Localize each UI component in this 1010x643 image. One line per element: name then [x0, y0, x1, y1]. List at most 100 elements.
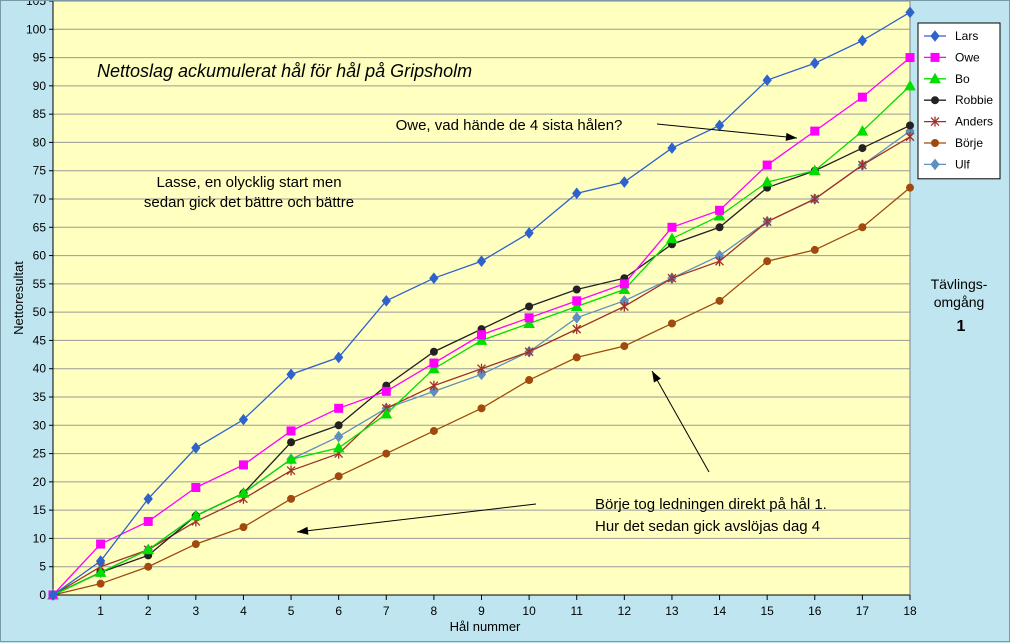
- data-point: [285, 453, 297, 464]
- borje-arrow-left: [296, 503, 537, 535]
- data-point: [572, 324, 582, 335]
- y-tick-label: 30: [33, 418, 47, 432]
- data-point: [618, 283, 631, 295]
- data-point: [238, 460, 248, 470]
- data-point: [858, 223, 867, 232]
- x-tick-label: 9: [478, 604, 485, 618]
- data-point: [144, 562, 153, 571]
- data-point: [287, 438, 296, 447]
- round-label-line: Tävlings-: [931, 276, 988, 292]
- x-tick-label: 7: [383, 604, 390, 618]
- data-point: [620, 342, 629, 351]
- data-point: [572, 285, 581, 294]
- data-point: [713, 209, 726, 221]
- y-tick-label: 65: [33, 220, 47, 234]
- data-point: [619, 176, 629, 188]
- data-point: [191, 483, 201, 493]
- legend-entry-bo: Bo: [924, 72, 970, 86]
- owe-arrow: [656, 123, 798, 141]
- x-tick-label: 5: [288, 604, 295, 618]
- data-point: [334, 472, 343, 481]
- legend-entry-anders: Anders: [924, 115, 993, 129]
- data-point: [572, 187, 582, 200]
- data-point: [334, 351, 344, 364]
- data-point: [667, 142, 677, 154]
- data-point: [715, 256, 725, 267]
- data-point: [572, 311, 582, 324]
- data-point: [476, 255, 487, 268]
- data-point: [905, 6, 915, 19]
- legend-label: Owe: [955, 50, 980, 64]
- data-point: [429, 358, 439, 368]
- y-tick-label: 40: [33, 362, 47, 376]
- y-tick-label: 80: [33, 135, 47, 149]
- data-point: [762, 216, 772, 227]
- data-point: [332, 441, 345, 453]
- data-point: [715, 223, 724, 232]
- y-tick-label: 70: [33, 192, 47, 206]
- data-point: [191, 540, 200, 549]
- data-point: [906, 121, 914, 130]
- data-point: [96, 579, 105, 588]
- x-tick-label: 10: [522, 604, 536, 618]
- x-tick-label: 8: [431, 604, 438, 618]
- data-point: [572, 353, 581, 362]
- data-point: [238, 413, 249, 426]
- legend-label: Bo: [955, 72, 970, 86]
- data-point: [428, 362, 440, 374]
- data-point: [808, 164, 821, 176]
- data-point: [524, 313, 534, 323]
- annotation-lasse-line: sedan gick det bättre och bättre: [144, 194, 354, 211]
- data-point: [667, 273, 677, 284]
- x-tick-label: 3: [192, 604, 199, 618]
- legend-label: Robbie: [955, 93, 993, 107]
- legend-marker: [931, 96, 939, 105]
- data-point: [857, 34, 868, 47]
- data-point: [143, 493, 153, 505]
- data-point: [429, 426, 438, 435]
- legend-entry-robbie: Robbie: [924, 93, 993, 107]
- data-point: [523, 317, 535, 328]
- y-tick-label: 15: [33, 503, 47, 517]
- data-point: [810, 245, 819, 254]
- data-point: [619, 279, 629, 289]
- data-point: [334, 430, 344, 443]
- data-point: [904, 79, 916, 91]
- y-tick-label: 0: [39, 588, 46, 602]
- series-owe: [48, 53, 915, 600]
- y-tick-label: 75: [33, 164, 47, 178]
- y-axis-title: Nettoresultat: [11, 261, 26, 335]
- data-point: [334, 403, 344, 413]
- data-point: [189, 509, 202, 521]
- legend-label: Lars: [955, 29, 978, 43]
- legend-marker: [930, 30, 940, 42]
- data-point: [96, 539, 106, 549]
- data-point: [858, 144, 867, 153]
- data-point: [477, 330, 486, 340]
- data-point: [286, 465, 296, 476]
- data-point: [380, 407, 393, 419]
- legend-entry-owe: Owe: [924, 50, 980, 64]
- data-point: [667, 222, 677, 232]
- x-tick-label: 12: [618, 604, 632, 618]
- y-tick-label: 45: [33, 333, 47, 347]
- data-point: [475, 334, 488, 345]
- x-tick-label: 15: [760, 604, 774, 618]
- legend-entry-börje: Börje: [924, 136, 983, 150]
- data-point: [905, 53, 915, 63]
- data-point: [619, 301, 629, 312]
- data-point: [429, 385, 439, 398]
- data-point: [570, 300, 583, 311]
- y-tick-label: 50: [33, 305, 47, 319]
- series-bo: [47, 79, 916, 600]
- data-point: [905, 131, 915, 142]
- y-tick-label: 105: [26, 1, 46, 8]
- y-tick-label: 100: [26, 22, 46, 36]
- data-point: [666, 232, 678, 244]
- x-tick-label: 18: [903, 604, 917, 618]
- data-point: [524, 227, 534, 239]
- data-point: [94, 566, 107, 577]
- data-point: [572, 296, 582, 306]
